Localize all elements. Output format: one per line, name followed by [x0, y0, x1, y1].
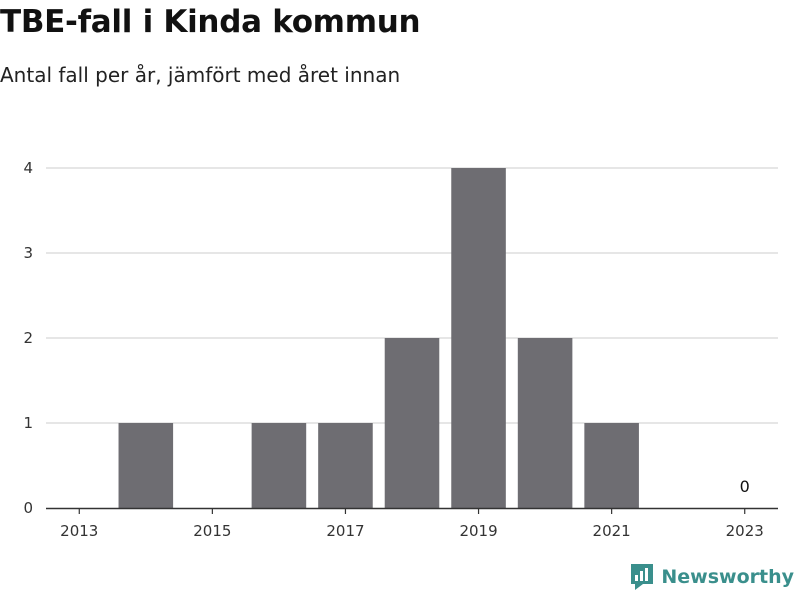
- x-tick-label: 2019: [459, 522, 497, 540]
- x-tick-label: 2015: [193, 522, 231, 540]
- y-tick-label: 0: [23, 499, 33, 517]
- y-tick-label: 1: [23, 414, 33, 432]
- y-tick-label: 3: [23, 244, 33, 262]
- chart-subtitle: Antal fall per år, jämfört med året inna…: [0, 63, 401, 87]
- y-tick-label: 2: [23, 329, 33, 347]
- brand-logo: Newsworthy: [629, 562, 794, 592]
- x-tick-label: 2013: [60, 522, 98, 540]
- bar-2017: [318, 423, 373, 508]
- x-tick-label: 2023: [726, 522, 764, 540]
- y-tick-label: 4: [23, 159, 33, 177]
- data-label: 0: [740, 477, 750, 496]
- bar-2021: [584, 423, 639, 508]
- bar-2016: [251, 423, 307, 508]
- bar-2018: [384, 338, 440, 508]
- bar-2019: [451, 168, 506, 508]
- x-tick-label: 2017: [326, 522, 364, 540]
- x-tick-label: 2021: [593, 522, 631, 540]
- brand-name: Newsworthy: [661, 566, 794, 588]
- bar-2014: [118, 423, 174, 508]
- bar-2020: [517, 338, 573, 508]
- chart-title: TBE-fall i Kinda kommun: [0, 4, 421, 40]
- newsworthy-logo-icon: [631, 564, 654, 590]
